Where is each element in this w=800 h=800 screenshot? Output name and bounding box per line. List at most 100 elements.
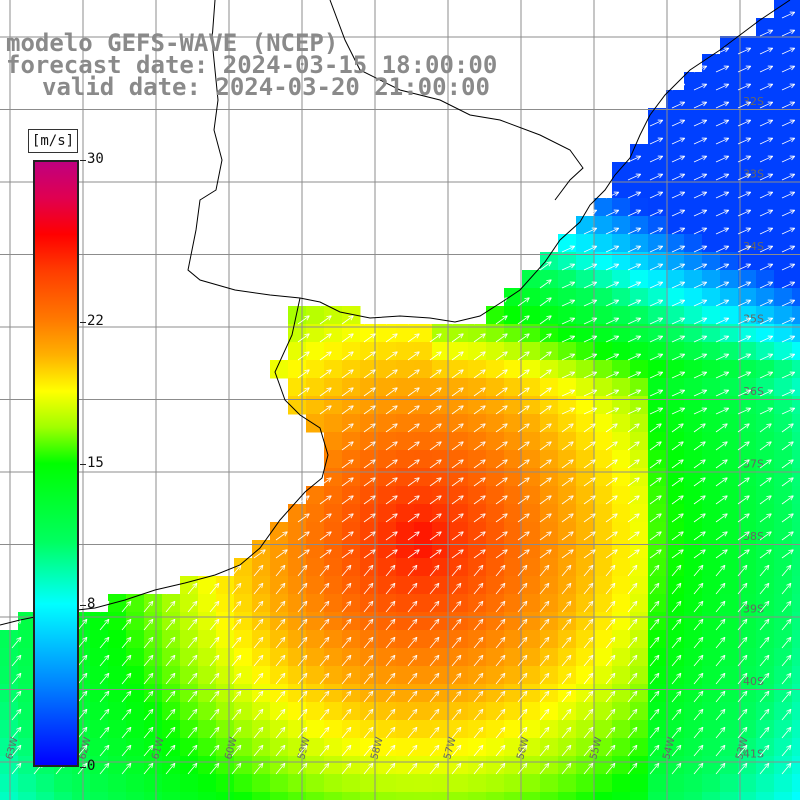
wind-arrow (627, 690, 638, 703)
wind-arrow (451, 726, 462, 739)
wind-cell (504, 324, 523, 343)
wind-arrow (539, 708, 550, 721)
wind-arrow (231, 618, 242, 631)
wind-cell (576, 324, 595, 343)
wind-arrow (143, 744, 154, 757)
wind-arrow (737, 600, 748, 613)
wind-cell (198, 720, 217, 739)
wind-arrow (737, 531, 750, 541)
wind-cell (306, 324, 325, 343)
wind-cell (558, 432, 577, 451)
wind-cell (342, 450, 361, 469)
colorbar-tick-label: 30 (87, 151, 104, 167)
wind-arrow (539, 459, 552, 469)
wind-arrow (517, 405, 530, 415)
wind-cell (738, 252, 757, 271)
wind-cell (216, 666, 235, 685)
wind-arrow (187, 708, 198, 721)
wind-cell (198, 666, 217, 685)
wind-arrow (319, 549, 332, 559)
wind-cell (360, 396, 379, 415)
wind-arrow (473, 351, 486, 361)
wind-cell (450, 450, 469, 469)
wind-arrow (605, 441, 618, 451)
wind-cell (342, 468, 361, 487)
wind-cell (90, 684, 109, 703)
wind-arrow (473, 564, 484, 577)
wind-cell (684, 522, 703, 541)
wind-arrow (671, 708, 682, 721)
wind-cell (630, 594, 649, 613)
wind-cell (774, 378, 793, 397)
wind-arrow (627, 191, 642, 199)
wind-arrow (627, 299, 642, 307)
wind-cell (198, 756, 217, 775)
wind-arrow (319, 387, 332, 397)
wind-arrow (143, 726, 154, 739)
wind-arrow (539, 531, 552, 541)
wind-cell (666, 450, 685, 469)
wind-arrow (715, 531, 728, 541)
wind-cell (396, 576, 415, 595)
wind-arrow (451, 672, 462, 685)
wind-cell (756, 774, 775, 793)
wind-arrow (451, 423, 464, 433)
wind-arrow (649, 423, 662, 433)
wind-cell (576, 756, 595, 775)
wind-arrow (297, 636, 308, 649)
wind-arrow (407, 513, 420, 523)
wind-arrow (671, 672, 682, 685)
wind-cell (702, 756, 721, 775)
wind-cell (486, 396, 505, 415)
wind-cell (684, 630, 703, 649)
wind-cell (612, 396, 631, 415)
wind-arrow (759, 690, 770, 703)
wind-arrow (671, 335, 686, 343)
wind-arrow (737, 137, 752, 145)
wind-arrow (781, 65, 796, 73)
wind-cell (54, 774, 73, 793)
wind-arrow (737, 564, 748, 577)
wind-cell (684, 486, 703, 505)
wind-cell (486, 630, 505, 649)
wind-cell (540, 396, 559, 415)
wind-cell (414, 648, 433, 667)
wind-cell (324, 774, 343, 793)
wind-arrow (759, 335, 774, 343)
wind-cell (288, 792, 307, 800)
wind-cell (666, 378, 685, 397)
wind-cell (306, 594, 325, 613)
wind-cell (666, 648, 685, 667)
wind-cell (468, 612, 487, 631)
wind-cell (108, 756, 127, 775)
wind-arrow (737, 708, 748, 721)
wind-cell (720, 630, 739, 649)
wind-arrow (781, 173, 796, 181)
wind-cell (216, 576, 235, 595)
wind-cell (576, 594, 595, 613)
wind-cell (630, 540, 649, 559)
wind-arrow (649, 389, 664, 397)
wind-arrow (99, 708, 110, 721)
wind-cell (666, 792, 685, 800)
wind-arrow (693, 209, 708, 217)
wind-cell (288, 558, 307, 577)
wind-cell (630, 522, 649, 541)
wind-cell (198, 594, 217, 613)
wind-arrow (341, 726, 352, 739)
latitude-label: 36S (743, 385, 764, 398)
wind-arrow (649, 582, 660, 595)
wind-arrow (319, 531, 332, 541)
wind-cell (594, 648, 613, 667)
wind-cell (486, 342, 505, 361)
wind-cell (720, 126, 739, 145)
wind-arrow (605, 582, 616, 595)
wind-cell (324, 738, 343, 757)
wind-cell (90, 612, 109, 631)
wind-cell (792, 648, 800, 667)
wind-arrow (143, 762, 154, 775)
wind-cell (612, 270, 631, 289)
wind-cell (738, 450, 757, 469)
wind-cell (774, 504, 793, 523)
